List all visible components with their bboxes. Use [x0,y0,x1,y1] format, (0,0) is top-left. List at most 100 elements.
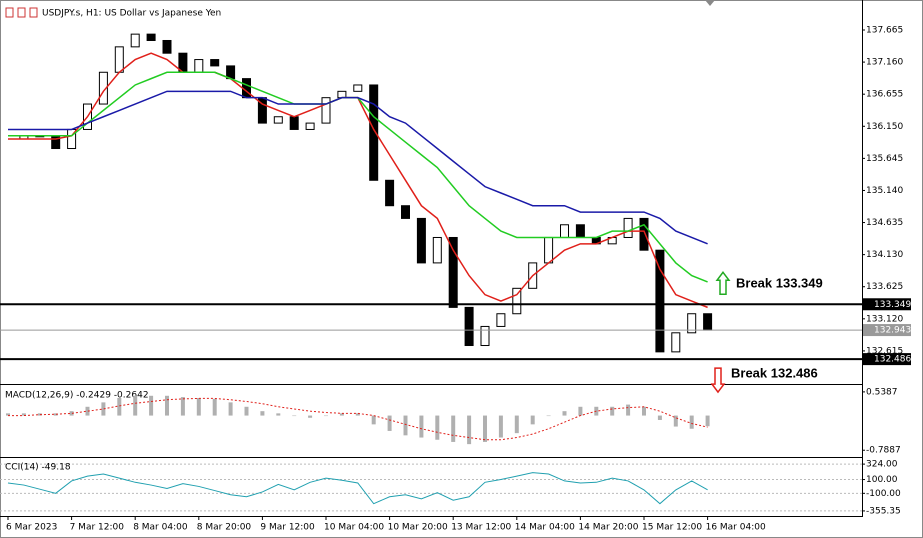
level-label: 132.486 [874,355,911,365]
break-arrow [715,271,731,296]
y-tick-label: -100.00 [866,489,901,499]
candle [544,236,554,264]
symbol-icon [17,7,26,18]
y-tick-label: 132.615 [866,346,903,356]
macd-bar [689,415,694,429]
macd-bar [133,395,138,416]
level-box [863,298,911,311]
macd-bar [101,402,106,416]
x-tick-label: 15 Mar 12:00 [642,523,702,533]
y-tick-label: 137.160 [866,58,903,68]
macd-bar [514,415,519,434]
candle [512,287,522,315]
macd-bar [212,398,217,416]
macd-bar [403,415,408,436]
candle [289,116,299,130]
symbol-icon [29,7,38,18]
macd-bar [244,406,249,416]
candle [416,217,426,264]
macd-bar [530,415,535,425]
macd-bar [69,411,74,416]
candle [273,116,283,124]
y-tick-label: 133.625 [866,282,903,292]
macd-bar [308,415,313,418]
x-tick-label: 8 Mar 20:00 [197,523,252,533]
y-tick-label: 135.140 [866,186,903,196]
macd-bar [260,411,265,416]
candle [448,236,458,308]
y-tick-label: 136.150 [866,122,903,132]
x-tick-label: 7 Mar 12:00 [70,523,125,533]
macd-bar [196,397,201,416]
candle [464,306,474,347]
macd-bar [546,415,551,417]
macd-bar [37,413,42,416]
candle [655,249,665,353]
break-annotation: Break 133.349 [736,276,823,291]
macd-bar [578,406,583,416]
macd-bar [371,415,376,425]
candle [321,97,331,124]
candle [305,122,315,130]
candle [401,205,410,219]
candle [98,71,108,105]
macd-bar [6,413,10,416]
candle [687,313,697,334]
x-tick-label: 6 Mar 2023 [6,523,57,533]
macd-bar [610,406,615,416]
candle [575,224,585,238]
macd-bar [53,413,58,416]
x-tick-label: 8 Mar 04:00 [133,523,188,533]
macd-bar [149,395,154,416]
macd-bar [419,415,424,438]
candle [130,33,140,48]
signal-line [8,397,708,441]
macd-bar [435,415,440,440]
candle [639,217,649,251]
x-tick-label: 14 Mar 04:00 [515,523,575,533]
x-tick-label: 10 Mar 04:00 [324,523,384,533]
candle [369,84,379,181]
macd-bar [498,415,503,438]
symbol-title: USDJPY.s, H1: US Dollar vs Japanese Yen [42,9,221,19]
level-box [863,353,911,366]
macd-bar [705,415,710,427]
macd-bar [228,402,233,416]
candle [353,84,363,92]
candle [146,33,156,41]
y-tick-label: 134.130 [866,250,903,260]
candle [337,90,347,99]
candle [496,313,506,327]
x-tick-label: 16 Mar 04:00 [706,523,766,533]
cci-line [7,472,708,505]
macd-bar [85,406,90,416]
candle [623,217,633,238]
indicator-title: MACD(12,26,9) -0.2429 -0.2642 [5,391,149,401]
x-tick-label: 9 Mar 12:00 [260,523,315,533]
indicator-title: CCI(14) -49.18 [5,463,71,473]
macd-bar [292,415,297,417]
symbol-icon [5,7,14,18]
macd-bar [467,415,472,445]
macd-bar [21,413,26,416]
candle [703,313,713,331]
macd-bar [626,404,631,416]
macd-bar [642,406,646,416]
macd-bar [657,415,662,420]
candle [385,179,395,207]
break-arrow [710,367,726,394]
macd-bar [180,397,185,416]
shift-marker [705,0,715,6]
y-tick-label: 134.635 [866,218,903,228]
candle [480,325,490,347]
x-tick-label: 14 Mar 20:00 [578,523,638,533]
moving-average [8,90,708,245]
x-tick-label: 13 Mar 12:00 [451,523,511,533]
y-tick-label: 133.120 [866,314,903,324]
candle [194,59,204,73]
break-annotation: Break 132.486 [731,366,818,381]
y-tick-label: 135.645 [866,154,903,164]
y-tick-label: 136.655 [866,90,903,100]
